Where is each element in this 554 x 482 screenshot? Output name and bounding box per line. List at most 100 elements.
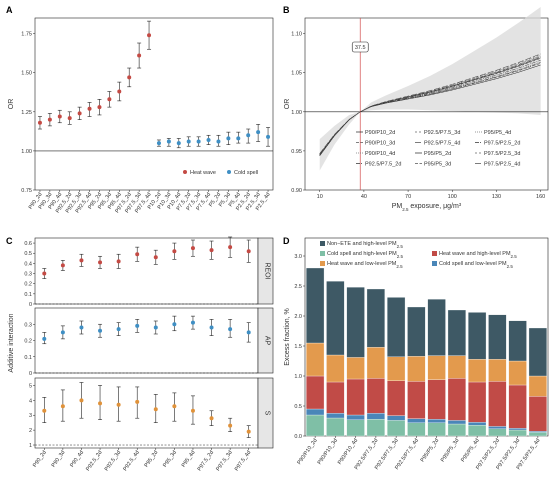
point	[266, 134, 271, 139]
legend-label: Cold spell and high-level PM2.5	[327, 251, 403, 259]
bar-segment	[488, 426, 507, 429]
bar-segment	[447, 420, 466, 425]
y-tick-label: 0.95	[291, 149, 302, 155]
bar-segment	[366, 378, 385, 414]
y-tick-label: 0.4	[24, 261, 32, 267]
y-tick-label: 0.5	[24, 251, 32, 257]
bar-segment	[387, 415, 406, 421]
bar-segment	[427, 299, 446, 356]
legend-label: P95/P5_2d	[424, 151, 451, 157]
bar-segment	[306, 342, 325, 377]
point	[137, 53, 142, 58]
point	[87, 106, 92, 111]
legend-swatch	[320, 241, 325, 246]
point	[47, 117, 52, 122]
point	[42, 408, 47, 413]
point	[42, 336, 47, 341]
point	[209, 325, 214, 330]
point	[116, 327, 121, 332]
point	[60, 263, 65, 268]
y-tick-label: 0.6	[24, 241, 32, 247]
point	[236, 136, 241, 141]
panel-d-excess-fraction: 0.0 0.5 1.0 1.5 2.0 2.5 3.0 Excess fraction, % P…	[284, 237, 549, 471]
x-tick-label: P90/P10_4d	[337, 438, 359, 466]
point	[60, 404, 65, 409]
legend-label: P92.5/P7.5_3d	[424, 130, 460, 136]
threshold-label-box	[351, 41, 369, 53]
point	[190, 320, 195, 325]
x-tick-label: 100	[448, 194, 457, 200]
bar-segment	[407, 356, 426, 382]
y-tick-label: 0.1	[24, 355, 32, 361]
x-tick-label: 160	[536, 194, 545, 200]
legend-label: P90/P10_2d	[365, 130, 395, 136]
x-tick-label: P95_2d	[144, 450, 160, 469]
point	[176, 141, 181, 146]
legend-label: P92.5/P7.5_4d	[424, 141, 460, 147]
bar-segment	[468, 422, 487, 426]
point	[209, 248, 214, 253]
y-tick-label: 0.2	[24, 339, 32, 345]
x-tick-label: P95_4d	[181, 450, 197, 469]
point	[107, 97, 112, 102]
y-tick-label: 0.3	[24, 322, 32, 328]
bar-segment	[508, 428, 527, 431]
point	[97, 105, 102, 110]
bar-segment	[488, 428, 507, 437]
bar-segment	[387, 297, 406, 357]
x-tick-label: 10	[317, 194, 323, 200]
y-tick-label: 0.3	[24, 272, 32, 278]
legend-marker	[227, 170, 231, 174]
x-tick-label: P90/P10_2d	[296, 438, 318, 466]
bar-segment	[306, 414, 325, 437]
legend-label: Cold spell	[234, 170, 258, 176]
point	[116, 259, 121, 264]
facet-strip-label: S	[264, 411, 271, 416]
panel-label-a: A	[6, 5, 13, 15]
y-axis-label: OR	[8, 99, 15, 110]
bar-segment	[528, 396, 547, 432]
y-tick-label: 3.0	[294, 254, 302, 260]
point	[67, 116, 72, 121]
legend-swatch	[320, 261, 325, 266]
panel-c-additive-interaction: REOI 0 0.1 0.2 0.3 0.4 0.5 0.6 AP 0 0.1 0.2 0.3 S 1 2 3 4…	[8, 236, 274, 473]
bar-segment	[326, 417, 345, 437]
legend-label: P97.5/P2.5_2d	[484, 141, 520, 147]
bar-segment	[346, 357, 365, 380]
legend-label: P95/P5_4d	[484, 130, 511, 136]
point	[166, 139, 171, 144]
x-tick-label: P90_2d	[32, 450, 48, 469]
bar-segment	[407, 381, 426, 419]
panel-label-c: C	[6, 236, 13, 246]
facet-strip-label: AP	[264, 336, 271, 346]
bar-segment	[468, 359, 487, 383]
threshold-label: 37.5	[355, 45, 366, 51]
facet-plot-area	[34, 377, 259, 449]
y-axis-label: OR	[284, 99, 291, 110]
bar-segment	[346, 287, 365, 358]
bar-segment	[407, 306, 426, 357]
point	[172, 404, 177, 409]
bar-segment	[488, 381, 507, 427]
point	[116, 402, 121, 407]
bar-segment	[528, 432, 547, 437]
x-tick-label: P97.5_3d	[215, 450, 233, 473]
bar-segment	[326, 281, 345, 356]
bar-segment	[427, 419, 446, 423]
point	[206, 137, 211, 142]
y-tick-label: 0	[29, 371, 32, 377]
bar-segment	[508, 360, 527, 386]
bar-segment	[528, 431, 547, 433]
point	[117, 89, 122, 94]
legend-label: P92.5/P7.5_2d	[365, 162, 401, 168]
legend-label: P95/P5_3d	[424, 162, 451, 168]
y-tick-label: 1.10	[291, 32, 302, 38]
panel-label-d: D	[283, 236, 290, 246]
facet-strip-label: REOI	[264, 262, 271, 279]
facet-plot-area	[34, 307, 259, 374]
y-tick-label: 1	[29, 443, 32, 449]
x-tick-label: P90_3d	[51, 450, 67, 469]
bar-segment	[326, 381, 345, 414]
point	[42, 271, 47, 276]
bar-segment	[387, 356, 406, 381]
